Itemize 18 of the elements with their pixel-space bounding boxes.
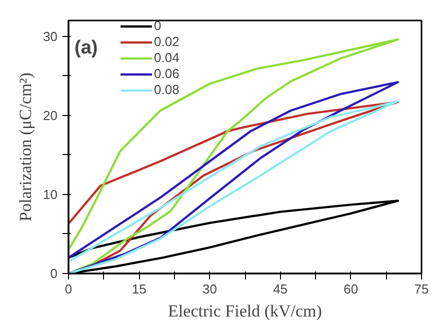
y-tick-label: 20	[43, 108, 58, 123]
x-tick-label: 30	[202, 282, 217, 296]
annotation: (a)	[74, 38, 98, 58]
legend-label: 0.02	[154, 34, 180, 49]
x-axis-title: Electric Field (kV/cm)	[168, 302, 322, 320]
legend-label: 0.08	[154, 82, 180, 97]
x-tick-label: 0	[64, 282, 72, 296]
y-tick-label: 10	[43, 186, 58, 202]
x-tick-label: 15	[132, 282, 146, 296]
y-axis-title: Polarization (μC/cm²)	[16, 72, 36, 222]
y-tick-label: 30	[43, 28, 58, 44]
legend-label: 0	[154, 19, 162, 33]
legend-label: 0.06	[154, 66, 180, 81]
x-tick-label: 60	[344, 282, 358, 296]
legend-label: 0.04	[154, 50, 180, 65]
x-tick-label: 75	[414, 282, 429, 296]
x-tick-label: 45	[273, 282, 288, 296]
y-tick-label: 0	[50, 266, 58, 281]
